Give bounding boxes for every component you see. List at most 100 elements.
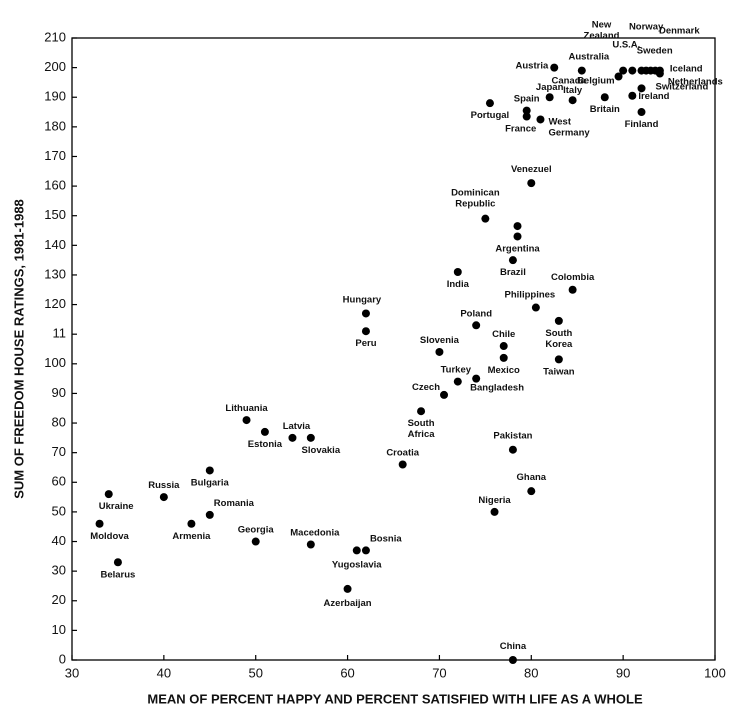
x-tick-label: 100 [704, 665, 726, 680]
point-label: Mexico [488, 364, 520, 375]
point-label: Latvia [283, 420, 311, 431]
data-point [205, 466, 214, 475]
data-point [306, 540, 315, 549]
data-point [554, 316, 563, 325]
point-label: Moldova [90, 530, 129, 541]
point-label: Russia [148, 480, 180, 491]
point-label: Iceland [670, 63, 703, 74]
point-label: Ghana [517, 472, 547, 483]
data-point [527, 487, 536, 496]
point-label: Australia [568, 51, 609, 62]
point-label: Ukraine [99, 501, 134, 512]
x-tick-label: 80 [524, 665, 538, 680]
data-point [508, 656, 517, 664]
point-label: Dominican Republic [451, 187, 500, 209]
point-label: Portugal [471, 110, 510, 121]
point-label: Georgia [238, 524, 275, 535]
data-point [531, 303, 540, 312]
y-tick-label: 50 [52, 503, 66, 518]
data-point [453, 377, 462, 386]
y-tick-label: 40 [52, 533, 66, 548]
y-tick-label: 170 [44, 148, 66, 163]
data-point [637, 108, 646, 117]
data-point [637, 84, 646, 93]
data-point [490, 507, 499, 516]
data-point [550, 63, 559, 72]
data-point [655, 69, 664, 78]
point-label: New Zealand [584, 19, 620, 41]
x-tick-label: 90 [616, 665, 630, 680]
y-tick-label: 0 [59, 651, 66, 666]
point-label: South Korea [545, 327, 573, 349]
data-point [104, 490, 113, 499]
data-point [508, 256, 517, 265]
point-label: U.S.A. [612, 39, 640, 50]
point-label: Macedonia [290, 527, 340, 538]
point-label: Peru [355, 338, 376, 349]
data-point [499, 342, 508, 351]
data-point [205, 510, 214, 519]
x-tick-label: 70 [432, 665, 446, 680]
data-point [113, 558, 122, 567]
point-label: Estonia [248, 438, 283, 449]
x-axis-title: MEAN OF PERCENT HAPPY AND PERCENT SATISF… [147, 691, 643, 706]
point-label: South Africa [408, 418, 436, 440]
point-label: Armenia [172, 530, 211, 541]
point-label: Spain [514, 93, 540, 104]
point-label: Argentina [495, 243, 540, 254]
point-label: Sweden [637, 45, 673, 56]
data-point [568, 285, 577, 294]
point-label: Bosnia [370, 533, 402, 544]
y-tick-label: 180 [44, 118, 66, 133]
y-tick-label: 100 [44, 355, 66, 370]
point-label: Netherlands [668, 76, 723, 87]
data-point [522, 106, 531, 115]
x-tick-label: 60 [340, 665, 354, 680]
y-tick-label: 70 [52, 444, 66, 459]
data-point [513, 222, 522, 231]
data-point [343, 584, 352, 593]
point-label: Taiwan [543, 366, 575, 377]
data-point [472, 321, 481, 330]
data-point [481, 214, 490, 223]
point-label: Pakistan [493, 430, 532, 441]
data-point [260, 427, 269, 436]
data-point [398, 460, 407, 469]
point-label: Austria [516, 60, 549, 71]
point-label: Chile [492, 329, 515, 340]
data-point [536, 115, 545, 124]
y-tick-label: 150 [44, 207, 66, 222]
point-label: India [447, 279, 470, 290]
data-point [306, 433, 315, 442]
y-tick-label: 20 [52, 592, 66, 607]
x-tick-label: 40 [157, 665, 171, 680]
data-point [95, 519, 104, 528]
data-point [159, 493, 168, 502]
point-label: Japan [536, 82, 564, 93]
y-tick-label: 90 [52, 385, 66, 400]
point-label: Czech [412, 381, 440, 392]
point-label: Brazil [500, 267, 526, 278]
data-point [453, 267, 462, 276]
point-label: Slovakia [302, 444, 341, 455]
x-tick-label: 50 [248, 665, 262, 680]
data-point [628, 66, 637, 75]
y-axis-title: SUM OF FREEDOM HOUSE RATINGS, 1981-1988 [11, 199, 26, 499]
data-point [527, 179, 536, 188]
data-point [288, 433, 297, 442]
data-point [435, 347, 444, 356]
plot-frame [71, 37, 716, 661]
y-tick-label: 200 [44, 59, 66, 74]
point-label: Bangladesh [470, 382, 524, 393]
data-point [545, 93, 554, 102]
point-label: Colombia [551, 271, 595, 282]
data-point [522, 112, 531, 121]
y-tick-label: 60 [52, 474, 66, 489]
data-point [242, 416, 251, 425]
point-label: West Germany [548, 116, 590, 138]
y-tick-label: 190 [44, 89, 66, 104]
data-point [628, 91, 637, 100]
point-label: Bulgaria [191, 477, 230, 488]
data-point [440, 390, 449, 399]
point-label: Belgium [577, 75, 614, 86]
